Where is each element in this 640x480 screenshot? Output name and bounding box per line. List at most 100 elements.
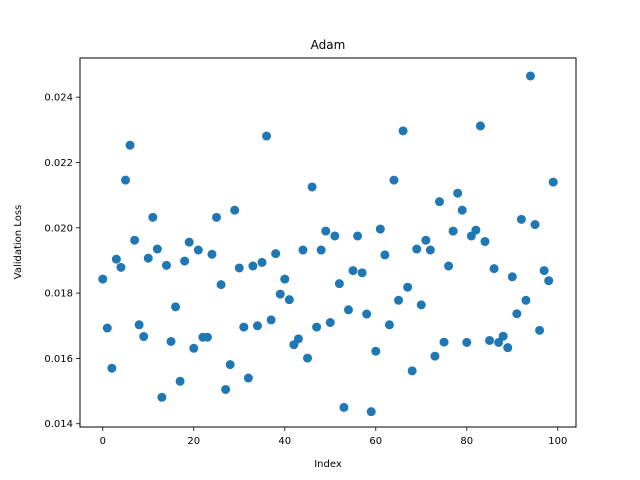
y-axis-label: Validation Loss [13, 205, 24, 280]
chart-title: Adam [311, 38, 346, 52]
scatter-point [425, 245, 435, 255]
scatter-point [321, 226, 331, 236]
scatter-point [398, 126, 408, 136]
scatter-point [416, 300, 426, 310]
scatter-point [462, 337, 472, 347]
scatter-point [280, 274, 290, 284]
scatter-point [175, 376, 185, 386]
scatter-point [330, 231, 340, 241]
scatter-point [221, 384, 231, 394]
scatter-point [284, 295, 294, 305]
x-tick-label: 100 [548, 436, 567, 447]
scatter-point [157, 392, 167, 402]
scatter-point [234, 263, 244, 273]
scatter-point [421, 235, 431, 245]
scatter-point [239, 322, 249, 332]
scatter-point [107, 363, 117, 373]
scatter-point [357, 268, 367, 278]
scatter-point [343, 305, 353, 315]
x-tick-label: 0 [100, 436, 106, 447]
y-tick-label: 0.014 [44, 419, 73, 430]
scatter-point [98, 274, 108, 284]
y-tick-label: 0.018 [44, 289, 73, 300]
scatter-point [548, 177, 558, 187]
scatter-point [503, 343, 513, 353]
axes-frame [79, 57, 577, 428]
scatter-point [544, 276, 554, 286]
scatter-point [275, 289, 285, 299]
scatter-point [312, 322, 322, 332]
scatter-point [353, 231, 363, 241]
scatter-point [485, 335, 495, 345]
scatter-point [348, 266, 358, 276]
scatter-point [407, 366, 417, 376]
x-axis-label: Index [314, 459, 342, 470]
scatter-point [494, 337, 504, 347]
scatter-point [121, 175, 131, 185]
scatter-point [303, 353, 313, 363]
scatter-point [339, 402, 349, 412]
scatter-point [380, 250, 390, 260]
x-tick-label: 60 [369, 436, 382, 447]
scatter-point [316, 245, 326, 255]
scatter-point [521, 295, 531, 305]
scatter-point [230, 205, 240, 215]
scatter-point [475, 121, 485, 131]
scatter-point [252, 321, 262, 331]
y-tick-label: 0.016 [44, 354, 73, 365]
scatter-point [193, 245, 203, 255]
scatter-point [439, 337, 449, 347]
scatter-point [403, 282, 413, 292]
scatter-point [498, 331, 508, 341]
scatter-point [225, 360, 235, 370]
scatter-point [207, 249, 217, 259]
scatter-point [248, 261, 258, 271]
scatter-point [298, 245, 308, 255]
scatter-point [111, 254, 121, 264]
scatter-point [262, 131, 272, 141]
scatter-point [371, 346, 381, 356]
scatter-point [512, 309, 522, 319]
scatter-point [143, 253, 153, 263]
scatter-point [257, 257, 267, 267]
y-tick-label: 0.024 [44, 93, 73, 104]
scatter-point [516, 214, 526, 224]
scatter-point [243, 373, 253, 383]
scatter-point [212, 212, 222, 222]
data-points [98, 71, 558, 417]
scatter-point [430, 351, 440, 361]
x-axis: 0 20 40 60 80 100 [100, 427, 567, 447]
scatter-point [334, 279, 344, 289]
scatter-point [166, 336, 176, 346]
scatter-point [480, 237, 490, 247]
scatter-point [384, 320, 394, 330]
scatter-point [171, 302, 181, 312]
scatter-point [148, 212, 158, 222]
scatter-point [307, 182, 317, 192]
scatter-point [539, 266, 549, 276]
scatter-point [434, 197, 444, 207]
scatter-point [116, 262, 126, 272]
scatter-point [453, 188, 463, 198]
scatter-point [139, 332, 149, 342]
scatter-point [202, 332, 212, 342]
scatter-point [507, 272, 517, 282]
x-tick-label: 40 [278, 436, 291, 447]
scatter-point [216, 280, 226, 290]
scatter-point [535, 325, 545, 335]
scatter-point [457, 205, 467, 215]
scatter-point [366, 407, 376, 417]
scatter-point [180, 256, 190, 266]
scatter-point [448, 226, 458, 236]
scatter-point [161, 260, 171, 270]
scatter-point [375, 224, 385, 234]
x-tick-label: 80 [460, 436, 473, 447]
scatter-point [134, 320, 144, 330]
scatter-point [394, 295, 404, 305]
scatter-point [152, 244, 162, 254]
scatter-point [412, 244, 422, 254]
scatter-point [130, 235, 140, 245]
scatter-point [325, 318, 335, 328]
scatter-point [293, 334, 303, 344]
